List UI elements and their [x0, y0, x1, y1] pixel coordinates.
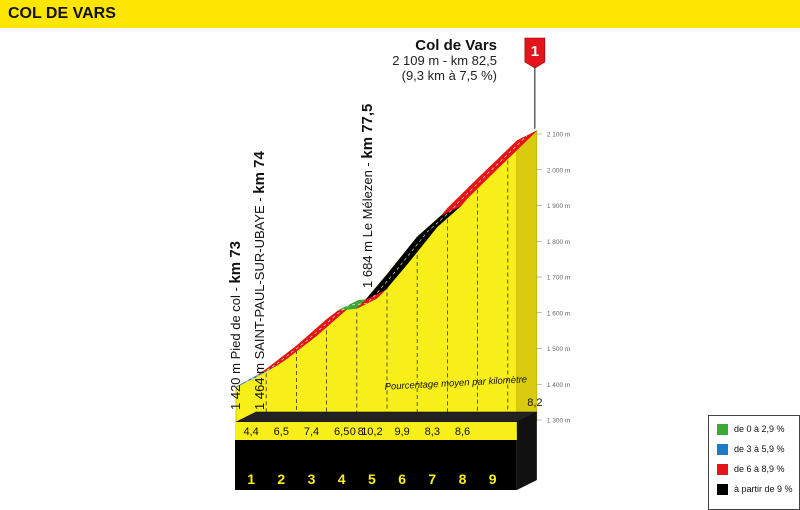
summit-altitude: 2 109 m - km 82,5	[392, 53, 497, 68]
legend-item: à partir de 9 %	[717, 482, 793, 496]
gradient-value-label: 7,4	[304, 426, 319, 438]
y-tick-label: 1 900 m	[547, 203, 571, 210]
y-tick-label: 1 800 m	[547, 239, 571, 246]
summit-flag-label: 1	[531, 43, 539, 60]
waypoint-label: 1 684 m Le Mélezen - km 77,5	[359, 104, 376, 288]
y-tick-label: 1 700 m	[547, 275, 571, 282]
waypoint-km: km 74	[251, 151, 268, 194]
legend-swatch	[717, 483, 728, 495]
km-number-label: 6	[398, 471, 406, 487]
km-number-label: 8	[459, 471, 467, 487]
gradient-value-label: 9,9	[394, 426, 409, 438]
summit-name: Col de Vars	[415, 37, 497, 54]
gradient-value-label: 8	[358, 426, 364, 438]
legend-swatch	[717, 423, 728, 435]
y-tick-label: 1 400 m	[547, 382, 571, 389]
gradient-value-label: 4,4	[243, 426, 258, 438]
waypoint-km: km 73	[227, 241, 244, 284]
km-number-label: 4	[338, 471, 346, 487]
waypoint-label: 1 464 m SAINT-PAUL-SUR-UBAYE - km 74	[251, 151, 268, 410]
legend-item: de 0 à 2,9 %	[717, 422, 785, 436]
banner-title: COL DE VARS	[8, 5, 116, 22]
gradient-segment	[441, 130, 538, 216]
legend-item: de 3 à 5,9 %	[717, 442, 785, 456]
km-number-label: 3	[308, 471, 316, 487]
km-number-label: 7	[428, 471, 436, 487]
gradient-value-label: 6,5	[274, 426, 289, 438]
waypoint-text: 1 464 m SAINT-PAUL-SUR-UBAYE -	[252, 194, 267, 410]
y-tick-label: 2 100 m	[547, 132, 571, 139]
km-number-label: 2	[277, 471, 285, 487]
km-number-label: 1	[247, 471, 255, 487]
legend-label: de 6 à 8,9 %	[734, 464, 785, 474]
gradient-value-label: 8,2	[527, 397, 542, 409]
gradient-value-label: 0	[350, 426, 356, 438]
km-number-label: 9	[489, 471, 497, 487]
km-band-side	[516, 412, 537, 490]
y-tick-label: 1 500 m	[547, 346, 571, 353]
legend-label: de 3 à 5,9 %	[734, 444, 785, 454]
gradient-legend: de 0 à 2,9 % de 3 à 5,9 % de 6 à 8,9 % à pa…	[708, 415, 800, 510]
legend-label: de 0 à 2,9 %	[734, 424, 785, 434]
gradient-strip	[235, 422, 517, 440]
km-band	[235, 440, 517, 490]
gradient-value-label: 10,2	[361, 426, 382, 438]
legend-swatch	[717, 443, 728, 455]
title-banner: COL DE VARS	[0, 0, 800, 28]
km-band-top	[235, 411, 537, 423]
y-tick-label: 1 300 m	[547, 418, 571, 425]
summit-flag	[524, 37, 546, 69]
gradient-value-label: 8,3	[425, 426, 440, 438]
legend-swatch	[717, 463, 728, 475]
waypoint-text: 1 684 m Le Mélezen -	[360, 159, 375, 288]
y-tick-label: 2 000 m	[547, 167, 571, 174]
waypoint-label: 1 420 m Pied de col - km 73	[227, 241, 244, 410]
waypoint-km: km 77,5	[359, 104, 376, 159]
legend-item: de 6 à 8,9 %	[717, 462, 785, 476]
y-tick-label: 1 600 m	[547, 310, 571, 317]
gradient-value-label: 8,6	[455, 426, 470, 438]
gradient-value-label: 6,5	[334, 426, 349, 438]
legend-label: à partir de 9 %	[734, 484, 793, 494]
km-number-label: 5	[368, 471, 376, 487]
waypoint-text: 1 420 m Pied de col -	[228, 284, 243, 410]
summit-stats: (9,3 km à 7,5 %)	[402, 68, 497, 83]
